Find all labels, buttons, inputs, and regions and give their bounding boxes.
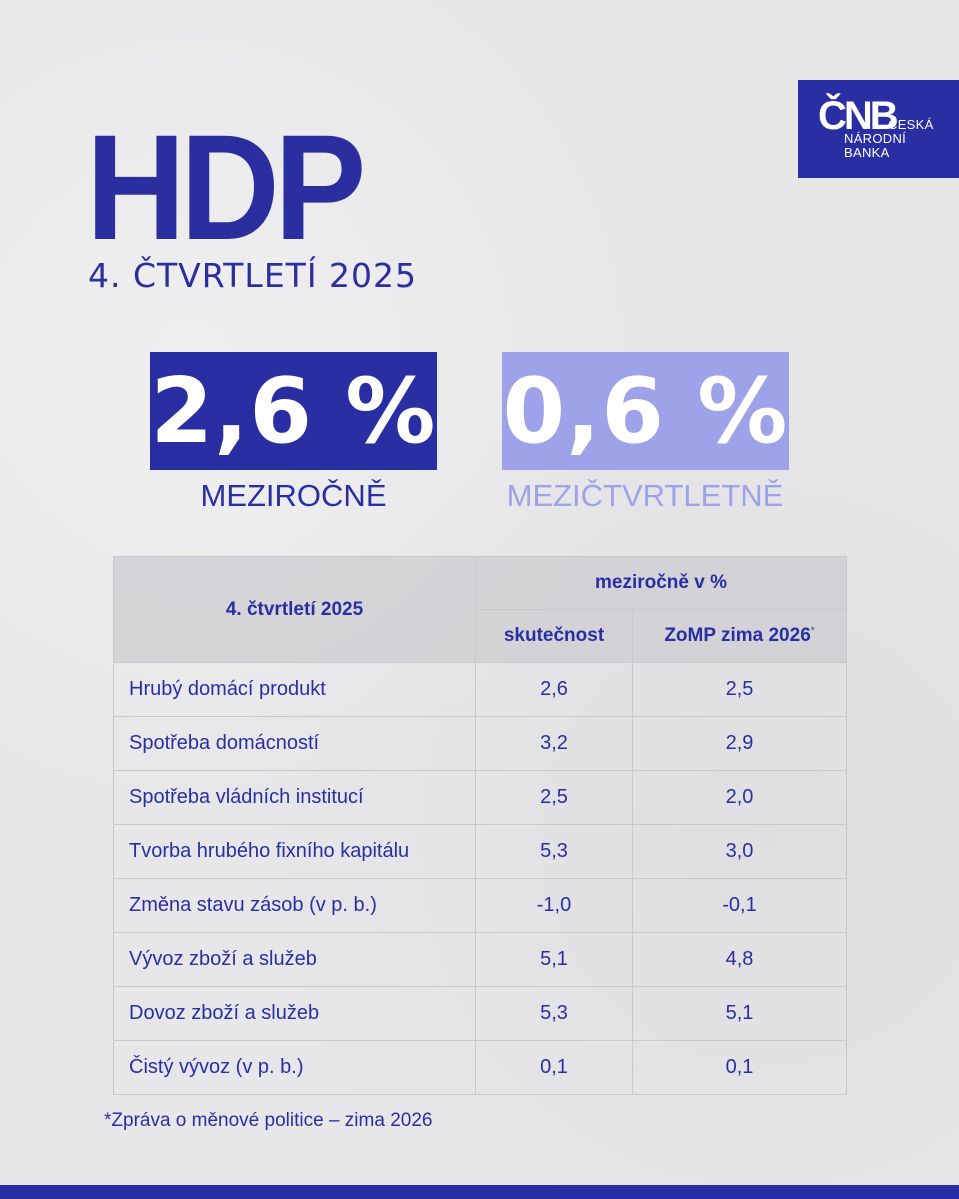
table-row: Dovoz zboží a služeb 5,3 5,1 bbox=[113, 986, 847, 1041]
table-row: Spotřeba domácností 3,2 2,9 bbox=[113, 716, 847, 771]
table-row: Spotřeba vládních institucí 2,5 2,0 bbox=[113, 770, 847, 825]
row-name: Dovoz zboží a služeb bbox=[113, 986, 476, 1041]
row-name: Změna stavu zásob (v p. b.) bbox=[113, 878, 476, 933]
yoy-label: MEZIROČNĚ bbox=[200, 478, 387, 513]
cnb-logo: ČNB ČESKÁ NÁRODNÍ BANKA bbox=[798, 80, 959, 178]
page-subtitle: 4. ČTVRTLETÍ 2025 bbox=[88, 256, 418, 295]
forecast-header: ZoMP zima 2026* bbox=[632, 609, 847, 663]
row-actual: 5,3 bbox=[475, 986, 633, 1041]
gdp-table: 4. čtvrtletí 2025 meziročně v % skutečno… bbox=[113, 556, 847, 1095]
row-name: Spotřeba vládních institucí bbox=[113, 770, 476, 825]
table-row: Vývoz zboží a služeb 5,1 4,8 bbox=[113, 932, 847, 987]
table-row: Hrubý domácí produkt 2,6 2,5 bbox=[113, 662, 847, 717]
qoq-value: 0,6 % bbox=[502, 352, 789, 470]
forecast-footnote-mark: * bbox=[810, 625, 815, 637]
table-row: Tvorba hrubého fixního kapitálu 5,3 3,0 bbox=[113, 824, 847, 879]
row-actual: -1,0 bbox=[475, 878, 633, 933]
page-title: HDP bbox=[86, 103, 366, 271]
row-forecast: 2,5 bbox=[632, 662, 847, 717]
row-name: Spotřeba domácností bbox=[113, 716, 476, 771]
row-forecast: 4,8 bbox=[632, 932, 847, 987]
row-actual: 5,1 bbox=[475, 932, 633, 987]
yoy-value: 2,6 % bbox=[150, 352, 437, 470]
row-actual: 5,3 bbox=[475, 824, 633, 879]
logo-mark: ČNB bbox=[818, 94, 899, 138]
row-forecast: 2,9 bbox=[632, 716, 847, 771]
logo-line-1: ČESKÁ bbox=[888, 117, 934, 132]
bottom-bar bbox=[0, 1185, 959, 1199]
row-forecast: 0,1 bbox=[632, 1040, 847, 1095]
row-forecast: 3,0 bbox=[632, 824, 847, 879]
row-actual: 2,6 bbox=[475, 662, 633, 717]
table-row: Čistý vývoz (v p. b.) 0,1 0,1 bbox=[113, 1040, 847, 1095]
row-actual: 2,5 bbox=[475, 770, 633, 825]
row-name: Vývoz zboží a služeb bbox=[113, 932, 476, 987]
row-forecast: -0,1 bbox=[632, 878, 847, 933]
group-header: meziročně v % bbox=[475, 556, 847, 610]
row-actual: 0,1 bbox=[475, 1040, 633, 1095]
row-name: Čistý vývoz (v p. b.) bbox=[113, 1040, 476, 1095]
row-name: Hrubý domácí produkt bbox=[113, 662, 476, 717]
period-header: 4. čtvrtletí 2025 bbox=[113, 556, 476, 663]
forecast-header-label: ZoMP zima 2026 bbox=[664, 625, 811, 646]
logo-line-2: NÁRODNÍ bbox=[844, 131, 907, 146]
qoq-label: MEZIČTVRTLETNĚ bbox=[506, 478, 784, 513]
row-name: Tvorba hrubého fixního kapitálu bbox=[113, 824, 476, 879]
actual-header: skutečnost bbox=[475, 609, 633, 663]
row-actual: 3,2 bbox=[475, 716, 633, 771]
row-forecast: 2,0 bbox=[632, 770, 847, 825]
row-forecast: 5,1 bbox=[632, 986, 847, 1041]
footnote: *Zpráva o měnové politice – zima 2026 bbox=[104, 1110, 433, 1131]
logo-line-3: BANKA bbox=[844, 145, 890, 160]
table-row: Změna stavu zásob (v p. b.) -1,0 -0,1 bbox=[113, 878, 847, 933]
